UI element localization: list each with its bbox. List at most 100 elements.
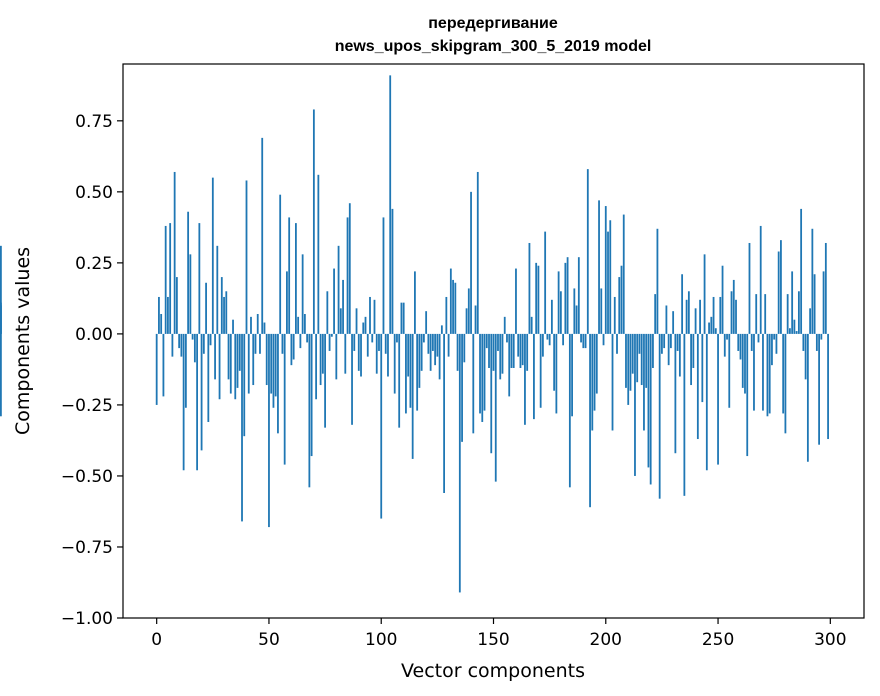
bar <box>815 333 818 351</box>
bar <box>339 308 342 334</box>
bar <box>265 333 268 386</box>
bar <box>602 333 605 346</box>
bar <box>290 333 293 366</box>
bar <box>250 316 252 334</box>
y-tick-label: −1.00 <box>61 609 113 629</box>
bar <box>604 206 607 334</box>
bar <box>193 333 196 363</box>
bar <box>573 288 576 334</box>
bar <box>256 314 259 334</box>
bar <box>732 279 735 334</box>
bar <box>683 333 686 496</box>
bar <box>362 322 365 334</box>
bar <box>656 228 659 334</box>
bar <box>303 314 306 334</box>
bar <box>537 265 540 334</box>
bar <box>550 299 553 334</box>
bar <box>427 333 430 354</box>
bar <box>360 333 362 377</box>
bar <box>591 333 594 431</box>
bar <box>755 294 758 334</box>
bar <box>586 169 589 334</box>
bar <box>764 294 767 334</box>
bar <box>479 333 481 414</box>
bar <box>241 333 243 522</box>
bar <box>795 331 798 334</box>
bar <box>447 333 450 357</box>
bar <box>771 333 773 366</box>
bar <box>232 319 234 334</box>
bar <box>553 333 556 391</box>
bar <box>196 333 198 471</box>
bar <box>333 268 335 334</box>
chart-title: передергивание <box>428 15 558 32</box>
bar <box>809 308 812 334</box>
bar <box>595 333 598 394</box>
bar <box>526 333 529 371</box>
bar <box>643 333 645 431</box>
bar <box>822 271 825 334</box>
bar <box>167 296 169 334</box>
bar <box>348 203 351 334</box>
bar <box>467 288 470 334</box>
bar <box>407 333 410 377</box>
bar <box>557 271 560 334</box>
bar <box>191 333 194 340</box>
bar <box>292 333 295 360</box>
bar <box>640 333 643 386</box>
bar <box>762 333 764 411</box>
bar <box>364 316 367 334</box>
bar <box>818 333 820 445</box>
bar <box>598 200 600 334</box>
bar <box>286 271 288 334</box>
bar <box>766 333 769 417</box>
bar <box>726 333 728 340</box>
y-tick-label: 0.25 <box>75 254 113 274</box>
bar <box>634 333 636 476</box>
bar <box>753 333 755 411</box>
bar <box>454 282 457 334</box>
bar <box>566 257 569 334</box>
bar <box>371 333 374 343</box>
bar <box>335 333 338 380</box>
bar <box>180 333 183 357</box>
bar <box>512 333 515 368</box>
bar <box>398 333 401 428</box>
bar <box>539 333 542 408</box>
bar <box>728 333 731 408</box>
bar <box>647 333 650 468</box>
bar <box>515 268 517 334</box>
bar <box>607 231 609 334</box>
bar <box>712 296 715 334</box>
bar <box>611 333 614 431</box>
bar <box>308 333 311 488</box>
bar <box>375 333 378 374</box>
bar <box>584 333 587 349</box>
bar <box>564 262 567 334</box>
bar <box>797 291 800 334</box>
bar <box>319 333 322 386</box>
bar <box>440 325 443 334</box>
x-tick-label: 250 <box>702 630 734 650</box>
x-tick-label: 200 <box>590 630 622 650</box>
bar <box>173 171 176 334</box>
bars-group <box>0 75 829 593</box>
bar <box>259 333 261 354</box>
bar <box>735 299 737 334</box>
y-tick-label: 0.75 <box>75 112 113 132</box>
bar <box>234 333 237 400</box>
bar <box>449 268 452 334</box>
bar <box>281 333 284 354</box>
bar <box>202 333 205 354</box>
bar <box>465 308 468 334</box>
bar <box>757 333 760 343</box>
bar <box>503 316 506 334</box>
bar <box>744 333 746 394</box>
bar <box>324 333 326 428</box>
bar <box>274 333 277 397</box>
bar <box>301 254 304 334</box>
bar <box>382 217 385 334</box>
bar <box>645 333 648 388</box>
bar <box>488 333 490 368</box>
bar <box>355 308 358 334</box>
